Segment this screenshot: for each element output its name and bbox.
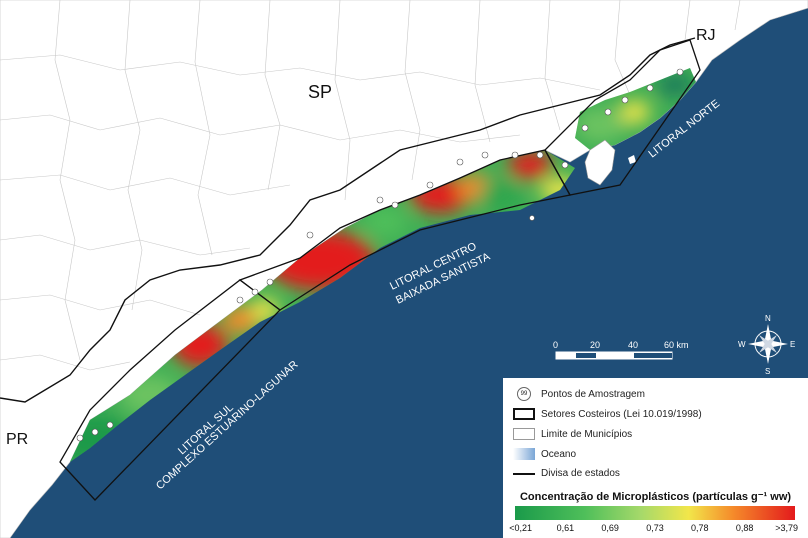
compass-rose-icon: N S E W xyxy=(738,314,795,376)
ocean-swatch-icon xyxy=(513,448,535,460)
colorbar-tick: 0,73 xyxy=(646,523,664,533)
scale-tick-60: 60 km xyxy=(664,340,689,350)
label-rj: RJ xyxy=(696,27,716,44)
legend-municipalities: Limite de Municípios xyxy=(513,428,632,440)
small-island xyxy=(628,155,636,164)
legend-panel: 99 Pontos de Amostragem Setores Costeiro… xyxy=(503,378,808,538)
compass-e: E xyxy=(790,340,795,349)
island xyxy=(584,139,616,186)
legend-state-border: Divisa de estados xyxy=(513,468,620,479)
sector-box-icon xyxy=(513,408,535,420)
municipality-box-icon xyxy=(513,428,535,440)
colorbar-tick: >3,79 xyxy=(775,523,798,533)
sample-points[interactable] xyxy=(76,68,684,442)
colorbar-tick: 0,78 xyxy=(691,523,709,533)
colorbar-title: Concentração de Microplásticos (partícul… xyxy=(519,491,792,503)
colorbar-tick: <0,21 xyxy=(509,523,532,533)
colorbar-ramp xyxy=(515,506,795,520)
scale-tick-0: 0 xyxy=(553,340,558,350)
compass-s: S xyxy=(765,367,770,376)
colorbar-tick: 0,69 xyxy=(601,523,619,533)
municipal-boundaries xyxy=(0,0,741,371)
state-border xyxy=(0,37,696,403)
scale-tick-40: 40 xyxy=(628,340,638,350)
sample-point-symbol-icon: 99 xyxy=(513,387,535,401)
coastal-sectors xyxy=(59,39,701,501)
label-sp: SP xyxy=(308,82,332,102)
compass-w: W xyxy=(738,340,746,349)
legend-sample-points: 99 Pontos de Amostragem xyxy=(513,387,645,401)
colorbar-tick: 0,61 xyxy=(556,523,575,533)
legend-ocean: Oceano xyxy=(513,448,576,460)
legend-sectors: Setores Costeiros (Lei 10.019/1998) xyxy=(513,408,702,420)
scale-tick-20: 20 xyxy=(590,340,600,350)
compass-n: N xyxy=(765,314,771,323)
colorbar-tick: 0,88 xyxy=(735,523,754,533)
colorbar-ticks: <0,21 0,61 0,69 0,73 0,78 0,88 >3,79 xyxy=(509,523,798,535)
label-pr: PR xyxy=(6,431,28,448)
state-border-line-icon xyxy=(513,472,535,475)
scale-bar: 0 20 40 60 km xyxy=(553,340,689,360)
